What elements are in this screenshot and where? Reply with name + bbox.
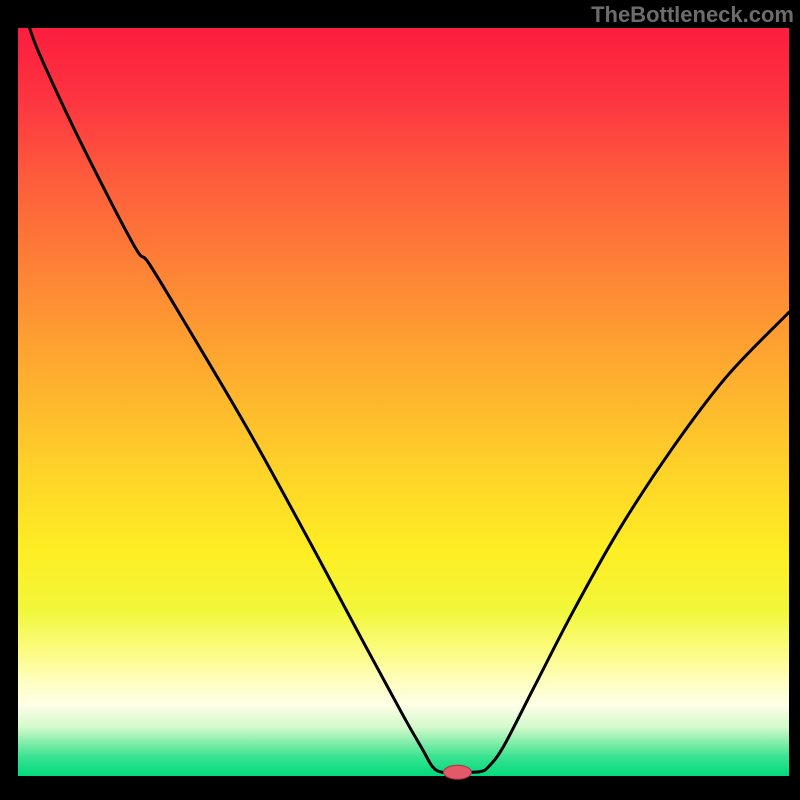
- chart-container: { "canvas": { "w": 800, "h": 800 }, "plo…: [0, 0, 800, 800]
- bottleneck-chart: [0, 0, 800, 800]
- optimal-point-marker: [443, 765, 471, 779]
- watermark-text: TheBottleneck.com: [591, 2, 794, 28]
- chart-gradient-background: [18, 28, 789, 776]
